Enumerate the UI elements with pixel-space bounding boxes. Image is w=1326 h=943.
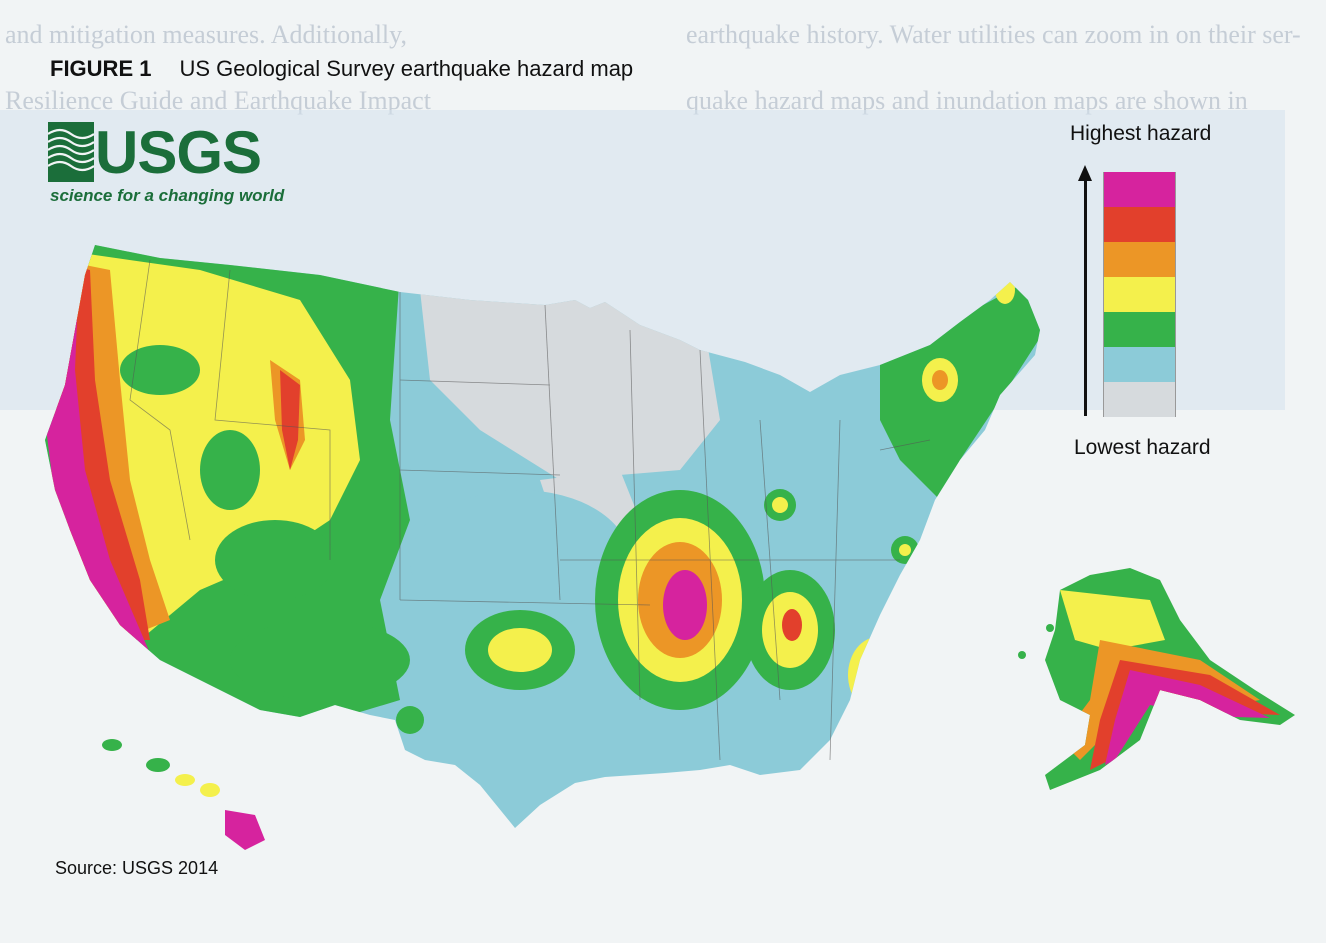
- legend-swatch-6: [1103, 347, 1176, 382]
- background-text-line-2: earthquake history. Water utilities can …: [686, 20, 1301, 49]
- usgs-tagline: science for a changing world: [50, 186, 285, 205]
- figure-title: FIGURE 1 US Geological Survey earthquake …: [50, 56, 633, 82]
- legend-swatch-5: [1103, 312, 1176, 347]
- conus-map: [45, 245, 1040, 828]
- source-note: Source: USGS 2014: [55, 858, 219, 878]
- aleutian-islands: [1018, 624, 1082, 662]
- hawaii-map: [102, 739, 265, 850]
- alaska-map: [1045, 568, 1295, 790]
- state-boundaries: [129, 259, 931, 761]
- figure-caption: US Geological Survey earthquake hazard m…: [179, 56, 634, 81]
- usgs-wave-icon: [48, 122, 94, 182]
- legend-top-label: Highest hazard: [1070, 122, 1212, 145]
- legend-swatch-2: [1103, 207, 1176, 242]
- figure-number: FIGURE 1: [50, 56, 152, 81]
- arrow-up-icon: [1078, 165, 1092, 181]
- legend-swatch-7: [1103, 382, 1176, 417]
- legend-swatch-4: [1103, 277, 1176, 312]
- legend-swatch-3: [1103, 242, 1176, 277]
- usgs-logo-text: USGS: [95, 119, 262, 186]
- background-text-line-1: and mitigation measures. Additionally,: [5, 20, 407, 49]
- legend-bottom-label: Lowest hazard: [1074, 436, 1211, 459]
- legend-arrow-line: [1084, 180, 1087, 416]
- legend-swatch-1: [1103, 172, 1176, 207]
